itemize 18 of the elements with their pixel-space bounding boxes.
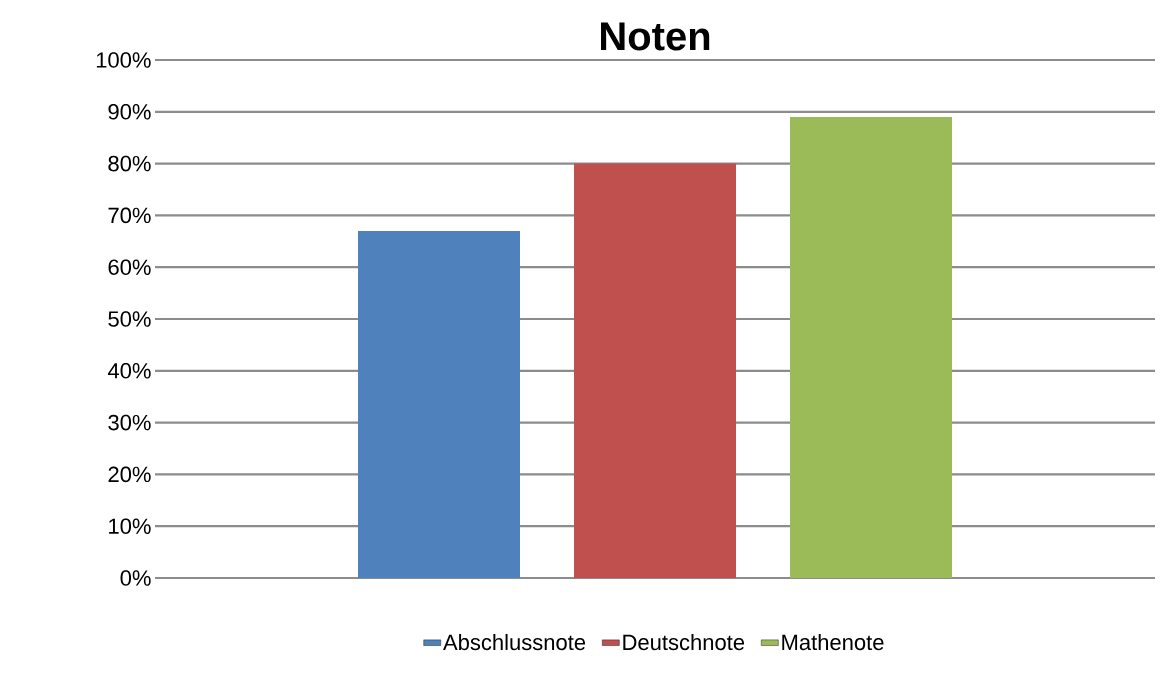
y-tick-label: 20% bbox=[108, 466, 151, 483]
y-tick-label: 10% bbox=[109, 518, 151, 534]
y-tick-label: 50% bbox=[108, 311, 151, 327]
y-tick-label: 70% bbox=[108, 207, 151, 224]
bar bbox=[574, 163, 737, 578]
y-tick-label: 40% bbox=[107, 362, 151, 379]
legend-label: Abschlussnote bbox=[443, 633, 586, 651]
y-tick-label: 30% bbox=[108, 414, 151, 431]
y-tick-label: 80% bbox=[108, 155, 151, 172]
legend-label: Deutschnote bbox=[623, 633, 745, 651]
y-tick-label: 0% bbox=[120, 570, 151, 586]
y-tick-label: 100% bbox=[96, 52, 151, 68]
bar bbox=[790, 116, 952, 578]
bar bbox=[358, 230, 521, 578]
chart-title: Noten bbox=[601, 22, 710, 51]
y-tick-label: 60% bbox=[108, 259, 151, 275]
y-tick-label: 90% bbox=[108, 103, 151, 120]
legend-label: Mathenote bbox=[782, 633, 884, 651]
